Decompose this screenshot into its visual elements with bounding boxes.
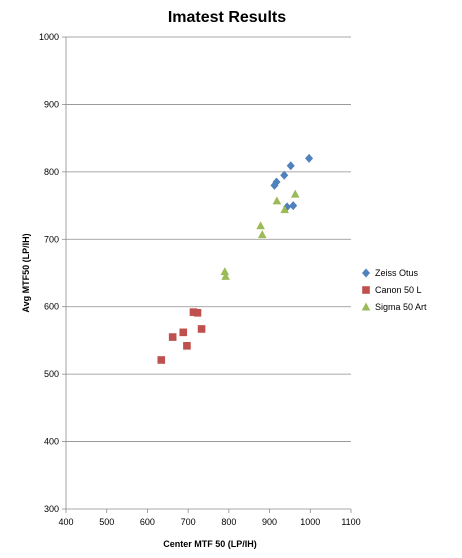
x-tick-label: 600 bbox=[140, 517, 155, 527]
y-tick-label: 600 bbox=[44, 302, 59, 312]
x-tick-label: 900 bbox=[262, 517, 277, 527]
grid-lines bbox=[66, 36, 351, 442]
legend-marker-zeiss-otus bbox=[362, 268, 370, 278]
data-point-sigma-50-art bbox=[272, 196, 282, 205]
y-tick-label: 700 bbox=[44, 234, 59, 244]
legend-label-sigma-50-art: Sigma 50 Art bbox=[375, 302, 427, 312]
data-point-zeiss-otus bbox=[305, 153, 314, 163]
data-point-sigma-50-art bbox=[220, 267, 230, 276]
data-point-sigma-50-art bbox=[257, 230, 267, 239]
x-axis-label: Center MTF 50 (LP/IH) bbox=[163, 539, 257, 549]
y-tick-label: 1000 bbox=[39, 32, 59, 42]
chart-title: Imatest Results bbox=[168, 9, 286, 26]
y-tick-label: 800 bbox=[44, 167, 59, 177]
data-point-sigma-50-art bbox=[290, 189, 300, 198]
data-point-zeiss-otus bbox=[270, 180, 279, 190]
y-tick-label: 400 bbox=[44, 437, 59, 447]
x-tick-labels: 400 500 600 700 800 900 1000 1100 bbox=[58, 517, 360, 527]
data-point-canon-50-l bbox=[179, 328, 188, 337]
data-point-canon-50-l bbox=[189, 308, 198, 316]
series-zeiss-otus bbox=[270, 153, 314, 212]
x-tick-label: 800 bbox=[221, 517, 236, 527]
data-point-canon-50-l bbox=[168, 333, 177, 341]
series-sigma-50-art bbox=[220, 189, 300, 280]
data-point-zeiss-otus bbox=[280, 170, 289, 180]
data-point-canon-50-l bbox=[197, 325, 206, 333]
x-tick-label: 400 bbox=[58, 517, 73, 527]
legend-label-canon-50-l: Canon 50 L bbox=[375, 285, 422, 295]
data-point-canon-50-l bbox=[193, 308, 202, 317]
x-tick-label: 1100 bbox=[341, 517, 360, 527]
data-point-sigma-50-art bbox=[256, 221, 265, 230]
data-point-sigma-50-art bbox=[221, 271, 230, 280]
legend-marker-canon-50-l bbox=[362, 286, 370, 294]
x-tick-label: 500 bbox=[99, 517, 114, 527]
y-tick-label: 900 bbox=[44, 99, 59, 109]
series-canon-50-l bbox=[157, 308, 206, 364]
data-point-canon-50-l bbox=[183, 342, 191, 350]
y-tick-labels: 300 400 500 600 700 800 900 1000 bbox=[39, 32, 59, 514]
legend: Zeiss Otus Canon 50 L Sigma 50 Art bbox=[361, 268, 427, 312]
legend-label-zeiss-otus: Zeiss Otus bbox=[375, 268, 419, 278]
y-axis-label: Avg MTF50 (LP/IH) bbox=[21, 233, 31, 312]
y-tick-label: 500 bbox=[44, 369, 59, 379]
data-point-canon-50-l bbox=[157, 356, 166, 364]
data-point-sigma-50-art bbox=[280, 205, 289, 214]
data-points bbox=[157, 153, 314, 364]
x-tick-label: 1000 bbox=[300, 517, 320, 527]
x-tick-label: 700 bbox=[181, 517, 196, 527]
axes bbox=[62, 36, 352, 513]
data-point-zeiss-otus bbox=[289, 201, 298, 211]
y-tick-label: 300 bbox=[44, 504, 59, 514]
data-point-zeiss-otus bbox=[286, 161, 295, 171]
legend-marker-sigma-50-art bbox=[361, 302, 371, 311]
